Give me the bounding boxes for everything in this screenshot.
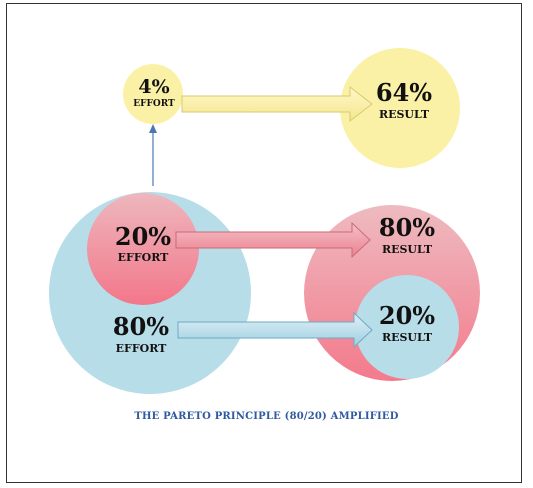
result-20-label: RESULT — [382, 331, 433, 344]
arrow-4-to-64 — [181, 85, 373, 123]
result-64-label: RESULT — [379, 108, 430, 121]
result-64-pct: 64% — [376, 78, 432, 107]
effort-4-pct: 4% — [138, 76, 169, 98]
result-80-label: RESULT — [382, 243, 433, 256]
effort-4-circle — [123, 64, 183, 124]
effort-80-pct: 80% — [113, 312, 169, 341]
connector-arrowhead — [149, 124, 157, 133]
arrow-80-to-20 — [177, 311, 373, 349]
diagram-caption: THE PARETO PRINCIPLE (80/20) AMPLIFIED — [134, 411, 399, 422]
result-64-circle — [340, 48, 460, 168]
effort-20-circle — [87, 193, 199, 305]
effort-20-label: EFFORT — [118, 251, 170, 264]
result-80-pct: 80% — [379, 213, 435, 242]
result-20-pct: 20% — [379, 301, 435, 330]
result-20-circle — [355, 275, 459, 379]
effort-80-label: EFFORT — [116, 342, 168, 355]
effort-20-pct: 20% — [115, 222, 171, 251]
arrow-20-to-80 — [175, 221, 371, 259]
effort-4-label: EFFORT — [133, 99, 175, 109]
